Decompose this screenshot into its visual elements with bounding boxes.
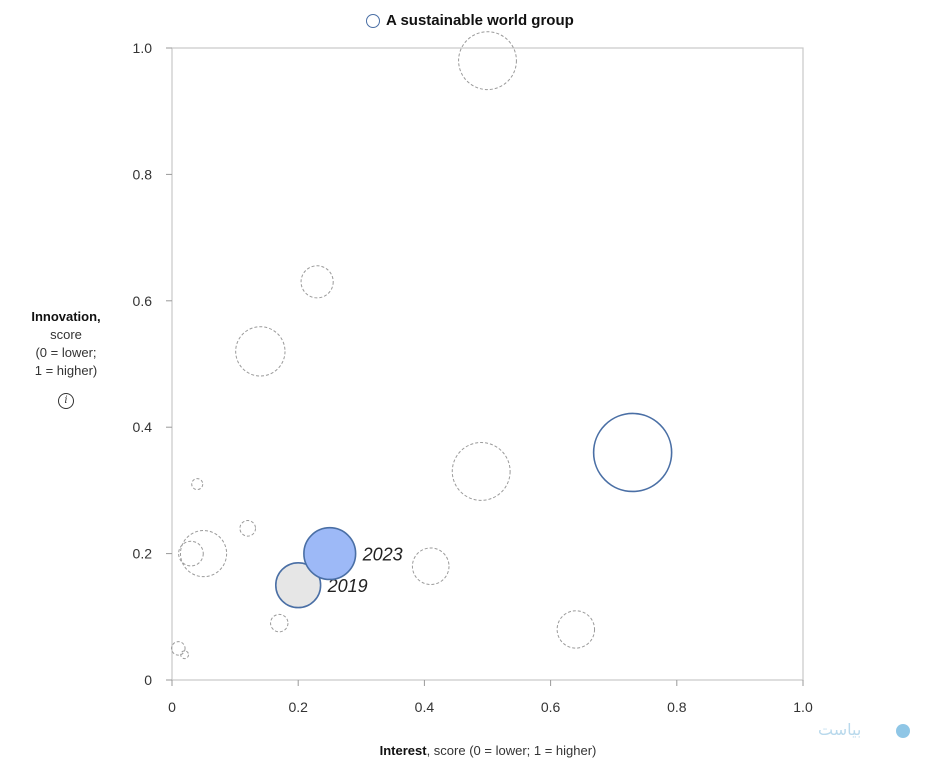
sustainable-world-bubble[interactable] [592, 412, 673, 493]
x-tick-label: 0.8 [667, 699, 687, 715]
y-tick-label: 0.4 [133, 419, 153, 435]
info-icon[interactable]: i [58, 393, 74, 409]
x-tick-label: 0 [168, 699, 176, 715]
other-group-bubble[interactable] [556, 610, 596, 649]
legend-label: A sustainable world group [386, 12, 574, 29]
other-group-bubble[interactable] [171, 641, 186, 656]
year-label-2023: 2023 [362, 545, 403, 565]
other-group-bubble[interactable] [458, 31, 517, 91]
other-group-bubble[interactable] [180, 650, 190, 660]
x-tick-label: 1.0 [793, 699, 813, 715]
y-tick-label: 0 [144, 672, 152, 688]
y-tick-label: 0.6 [133, 293, 153, 309]
watermark-logo: بیاست [818, 722, 862, 739]
y-axis-label-line: (0 = lower; [35, 345, 97, 360]
y-axis-label-line: score [50, 327, 82, 342]
legend: A sustainable world group [366, 12, 574, 29]
y-tick-label: 1.0 [133, 40, 153, 56]
watermark-logo-icon [896, 724, 910, 738]
y-axis-label-title: Innovation, [31, 309, 101, 324]
year-bubble-2023[interactable] [303, 526, 357, 581]
y-tick-label: 0.2 [133, 546, 153, 562]
legend-swatch-icon [366, 13, 380, 28]
other-group-bubble[interactable] [270, 613, 289, 633]
bubble-chart: 0 0.2 0.4 0.6 0.8 1.0 0 0.2 0.4 0.6 0.8 1.0 2019 2023 [133, 31, 813, 715]
y-axis-label: Innovation, score (0 = lower; 1 = higher… [22, 308, 110, 380]
other-group-bubble[interactable] [411, 547, 450, 586]
plot-frame [171, 47, 804, 681]
other-group-bubble[interactable] [451, 442, 511, 501]
other-group-bubble[interactable] [235, 326, 286, 377]
other-group-bubble[interactable] [300, 265, 334, 299]
x-tick-label: 0.6 [541, 699, 561, 715]
y-tick-label: 0.8 [133, 166, 153, 182]
x-tick-label: 0.4 [415, 699, 435, 715]
other-group-bubble[interactable] [239, 520, 257, 537]
x-axis-label: Interest, score (0 = lower; 1 = higher) [0, 743, 931, 758]
x-tick-label: 0.2 [288, 699, 308, 715]
other-group-bubble[interactable] [191, 478, 204, 491]
other-group-bubble[interactable] [179, 530, 228, 578]
year-label-2019: 2019 [327, 576, 368, 596]
x-axis-label-title: Interest [379, 743, 427, 758]
x-axis-label-rest: , score (0 = lower; 1 = higher) [426, 743, 597, 758]
year-bubble-2019[interactable] [274, 561, 322, 609]
y-axis-label-line: 1 = higher) [34, 363, 98, 378]
other-group-bubble[interactable] [178, 540, 204, 567]
